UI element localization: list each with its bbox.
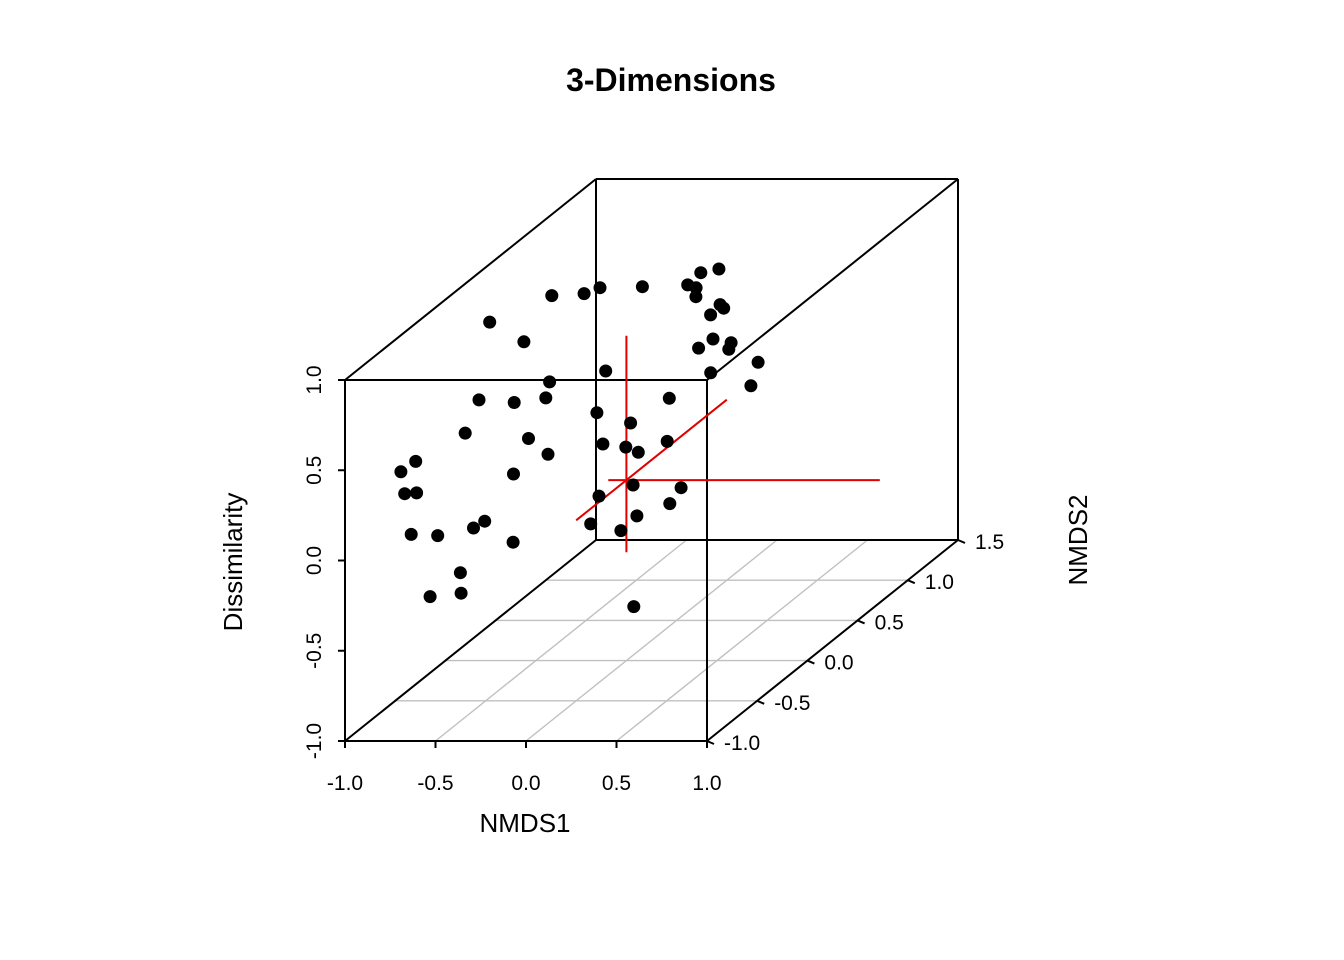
data-point [630, 509, 644, 523]
y-tick [706, 740, 715, 745]
data-point [626, 478, 640, 492]
z-tick-label: 1.0 [303, 365, 326, 394]
data-point [592, 489, 606, 503]
grid-line-x [616, 539, 868, 742]
data-point [627, 600, 641, 614]
box-edge [344, 178, 597, 381]
x-tick-label: 0.5 [602, 772, 631, 795]
data-point [593, 281, 607, 295]
y-tick-label: -0.5 [774, 692, 810, 715]
data-point [619, 440, 633, 454]
data-point [713, 298, 727, 312]
box-edge [344, 539, 597, 742]
data-point [674, 481, 688, 495]
y-tick-label: 1.5 [975, 531, 1004, 554]
data-point [722, 342, 736, 356]
data-point [541, 447, 555, 461]
data-point [458, 426, 472, 440]
data-point [631, 445, 645, 459]
data-point [706, 332, 720, 346]
data-point [577, 287, 591, 301]
data-point [635, 280, 649, 294]
data-point [522, 432, 535, 445]
x-tick-label: 0.0 [511, 772, 540, 795]
y-tick-label: 0.0 [824, 652, 853, 675]
data-point [704, 308, 718, 322]
y-tick [807, 659, 815, 665]
y-tick-label: 1.0 [925, 571, 954, 594]
grid-line-x [525, 539, 778, 742]
x-tick-label: -0.5 [417, 772, 453, 795]
x-axis-label: NMDS1 [479, 808, 570, 838]
data-point [507, 467, 520, 481]
data-point [409, 454, 423, 468]
data-point [543, 375, 557, 389]
data-point [539, 391, 553, 405]
plot-box [344, 178, 959, 742]
data-point [453, 566, 467, 580]
data-point [517, 335, 531, 349]
grid-line-x [435, 539, 687, 742]
data-point [431, 529, 445, 543]
data-point [423, 590, 437, 604]
data-point [694, 266, 708, 280]
box-edge [706, 178, 959, 381]
data-point [410, 486, 424, 500]
y-tick [907, 579, 916, 585]
y-tick-label: -1.0 [724, 732, 760, 755]
data-point [545, 289, 559, 303]
data-point [398, 487, 412, 501]
data-point [704, 366, 718, 380]
data-point [590, 406, 604, 420]
data-points [394, 262, 765, 614]
data-point [483, 315, 497, 329]
data-point [744, 379, 758, 393]
z-axis-label: Dissimilarity [218, 493, 248, 632]
data-point [584, 517, 598, 531]
data-point [467, 521, 480, 535]
floor-grid [344, 539, 959, 742]
y-tick [857, 619, 865, 625]
data-point [624, 416, 638, 430]
data-point [663, 497, 677, 511]
data-point [506, 535, 520, 549]
y-tick [957, 539, 966, 544]
data-point [689, 281, 703, 295]
box-edge [706, 539, 959, 742]
x-tick-label: -1.0 [327, 772, 363, 795]
data-point [472, 393, 486, 407]
data-point [599, 364, 613, 378]
data-point [507, 396, 521, 409]
data-point [596, 437, 610, 451]
y-tick-label: 0.5 [875, 611, 904, 634]
data-point [692, 341, 706, 355]
data-point [614, 524, 628, 538]
z-tick-label: -1.0 [303, 723, 326, 759]
data-point [662, 391, 676, 405]
data-point [454, 586, 468, 600]
data-point [478, 514, 492, 528]
chart-title: 3-Dimensions [566, 62, 776, 98]
z-tick-label: 0.0 [303, 546, 326, 575]
axis-ticks: -1.0 -0.5 0.0 0.5 1.0-1.0-0.50.00.51.0-1.0-0… [303, 365, 1004, 795]
data-point [712, 262, 726, 276]
data-point [751, 355, 765, 369]
y-tick [756, 699, 765, 705]
y-axis-label: NMDS2 [1063, 494, 1093, 585]
data-point [660, 434, 674, 448]
data-point [404, 527, 418, 541]
data-point [394, 465, 408, 479]
z-tick-label: -0.5 [303, 633, 326, 669]
x-tick-label: 1.0 [692, 772, 721, 795]
z-tick-label: 0.5 [303, 456, 326, 485]
